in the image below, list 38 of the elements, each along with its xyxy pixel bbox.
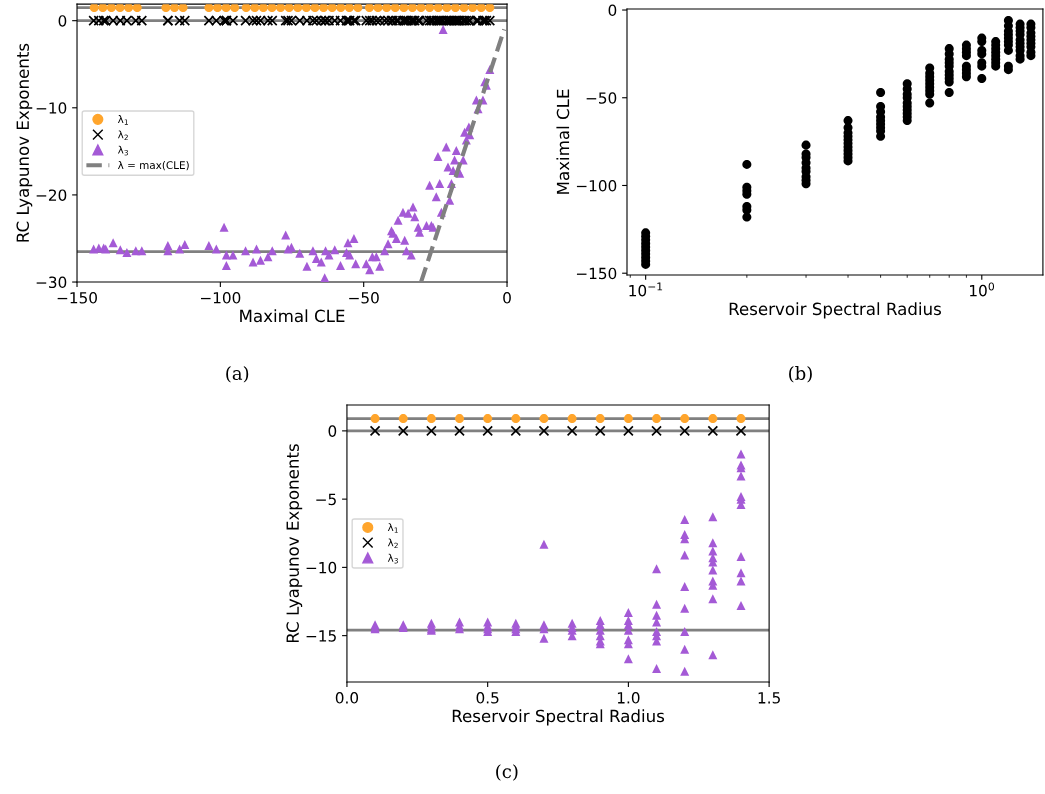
legend-label: λ = max(CLE) (117, 160, 189, 171)
y-tick-label: −10 (36, 102, 67, 114)
y-axis-title: RC Lyapunov Exponents (286, 444, 303, 643)
x-tick-label: 0.0 (335, 692, 359, 704)
x-axis-title: Reservoir Spectral Radius (729, 302, 941, 319)
y-tick-label: 0 (608, 4, 617, 17)
y-axis-title: Maximal CLE (556, 89, 570, 194)
legend-label: λ$_{1}$ (387, 523, 398, 533)
legend-label: λ$_{3}$ (387, 553, 398, 564)
y-tick-label: −15 (306, 630, 336, 642)
legend-label: λ$_{2}$ (117, 130, 128, 141)
x-tick-label: 10$^{−1}$ (629, 282, 663, 297)
x-tick-label: 10$^{0}$ (970, 282, 995, 297)
y-tick-label: −100 (576, 179, 617, 192)
x-tick-label: 0.5 (476, 692, 499, 704)
x-axis-title: Reservoir Spectral Radius (452, 709, 665, 726)
y-tick-label: −50 (586, 92, 617, 104)
y-tick-label: −30 (36, 276, 67, 289)
legend-label: λ$_{3}$ (117, 145, 128, 156)
y-tick-label: −20 (36, 189, 67, 201)
legend-label: λ$_{1}$ (117, 115, 128, 125)
text: (a) (226, 366, 249, 383)
y-tick-label: 0 (58, 15, 67, 27)
x-tick-label: −100 (200, 292, 241, 304)
y-tick-label: 0 (328, 425, 337, 437)
y-tick-label: −5 (316, 493, 336, 506)
text: (b) (789, 366, 812, 383)
x-axis-title: Maximal CLE (240, 309, 345, 323)
y-axis-title: RC Lyapunov Exponents (16, 43, 33, 242)
x-tick-label: 1.5 (758, 692, 780, 704)
y-tick-label: −10 (306, 561, 337, 574)
x-tick-label: −50 (349, 292, 379, 304)
x-tick-label: −150 (57, 292, 97, 304)
y-tick-label: −150 (576, 267, 617, 280)
text: (c) (496, 764, 518, 781)
x-tick-label: 1.0 (617, 692, 640, 704)
legend-label: λ$_{2}$ (387, 538, 398, 549)
x-tick-label: 0 (503, 292, 511, 304)
